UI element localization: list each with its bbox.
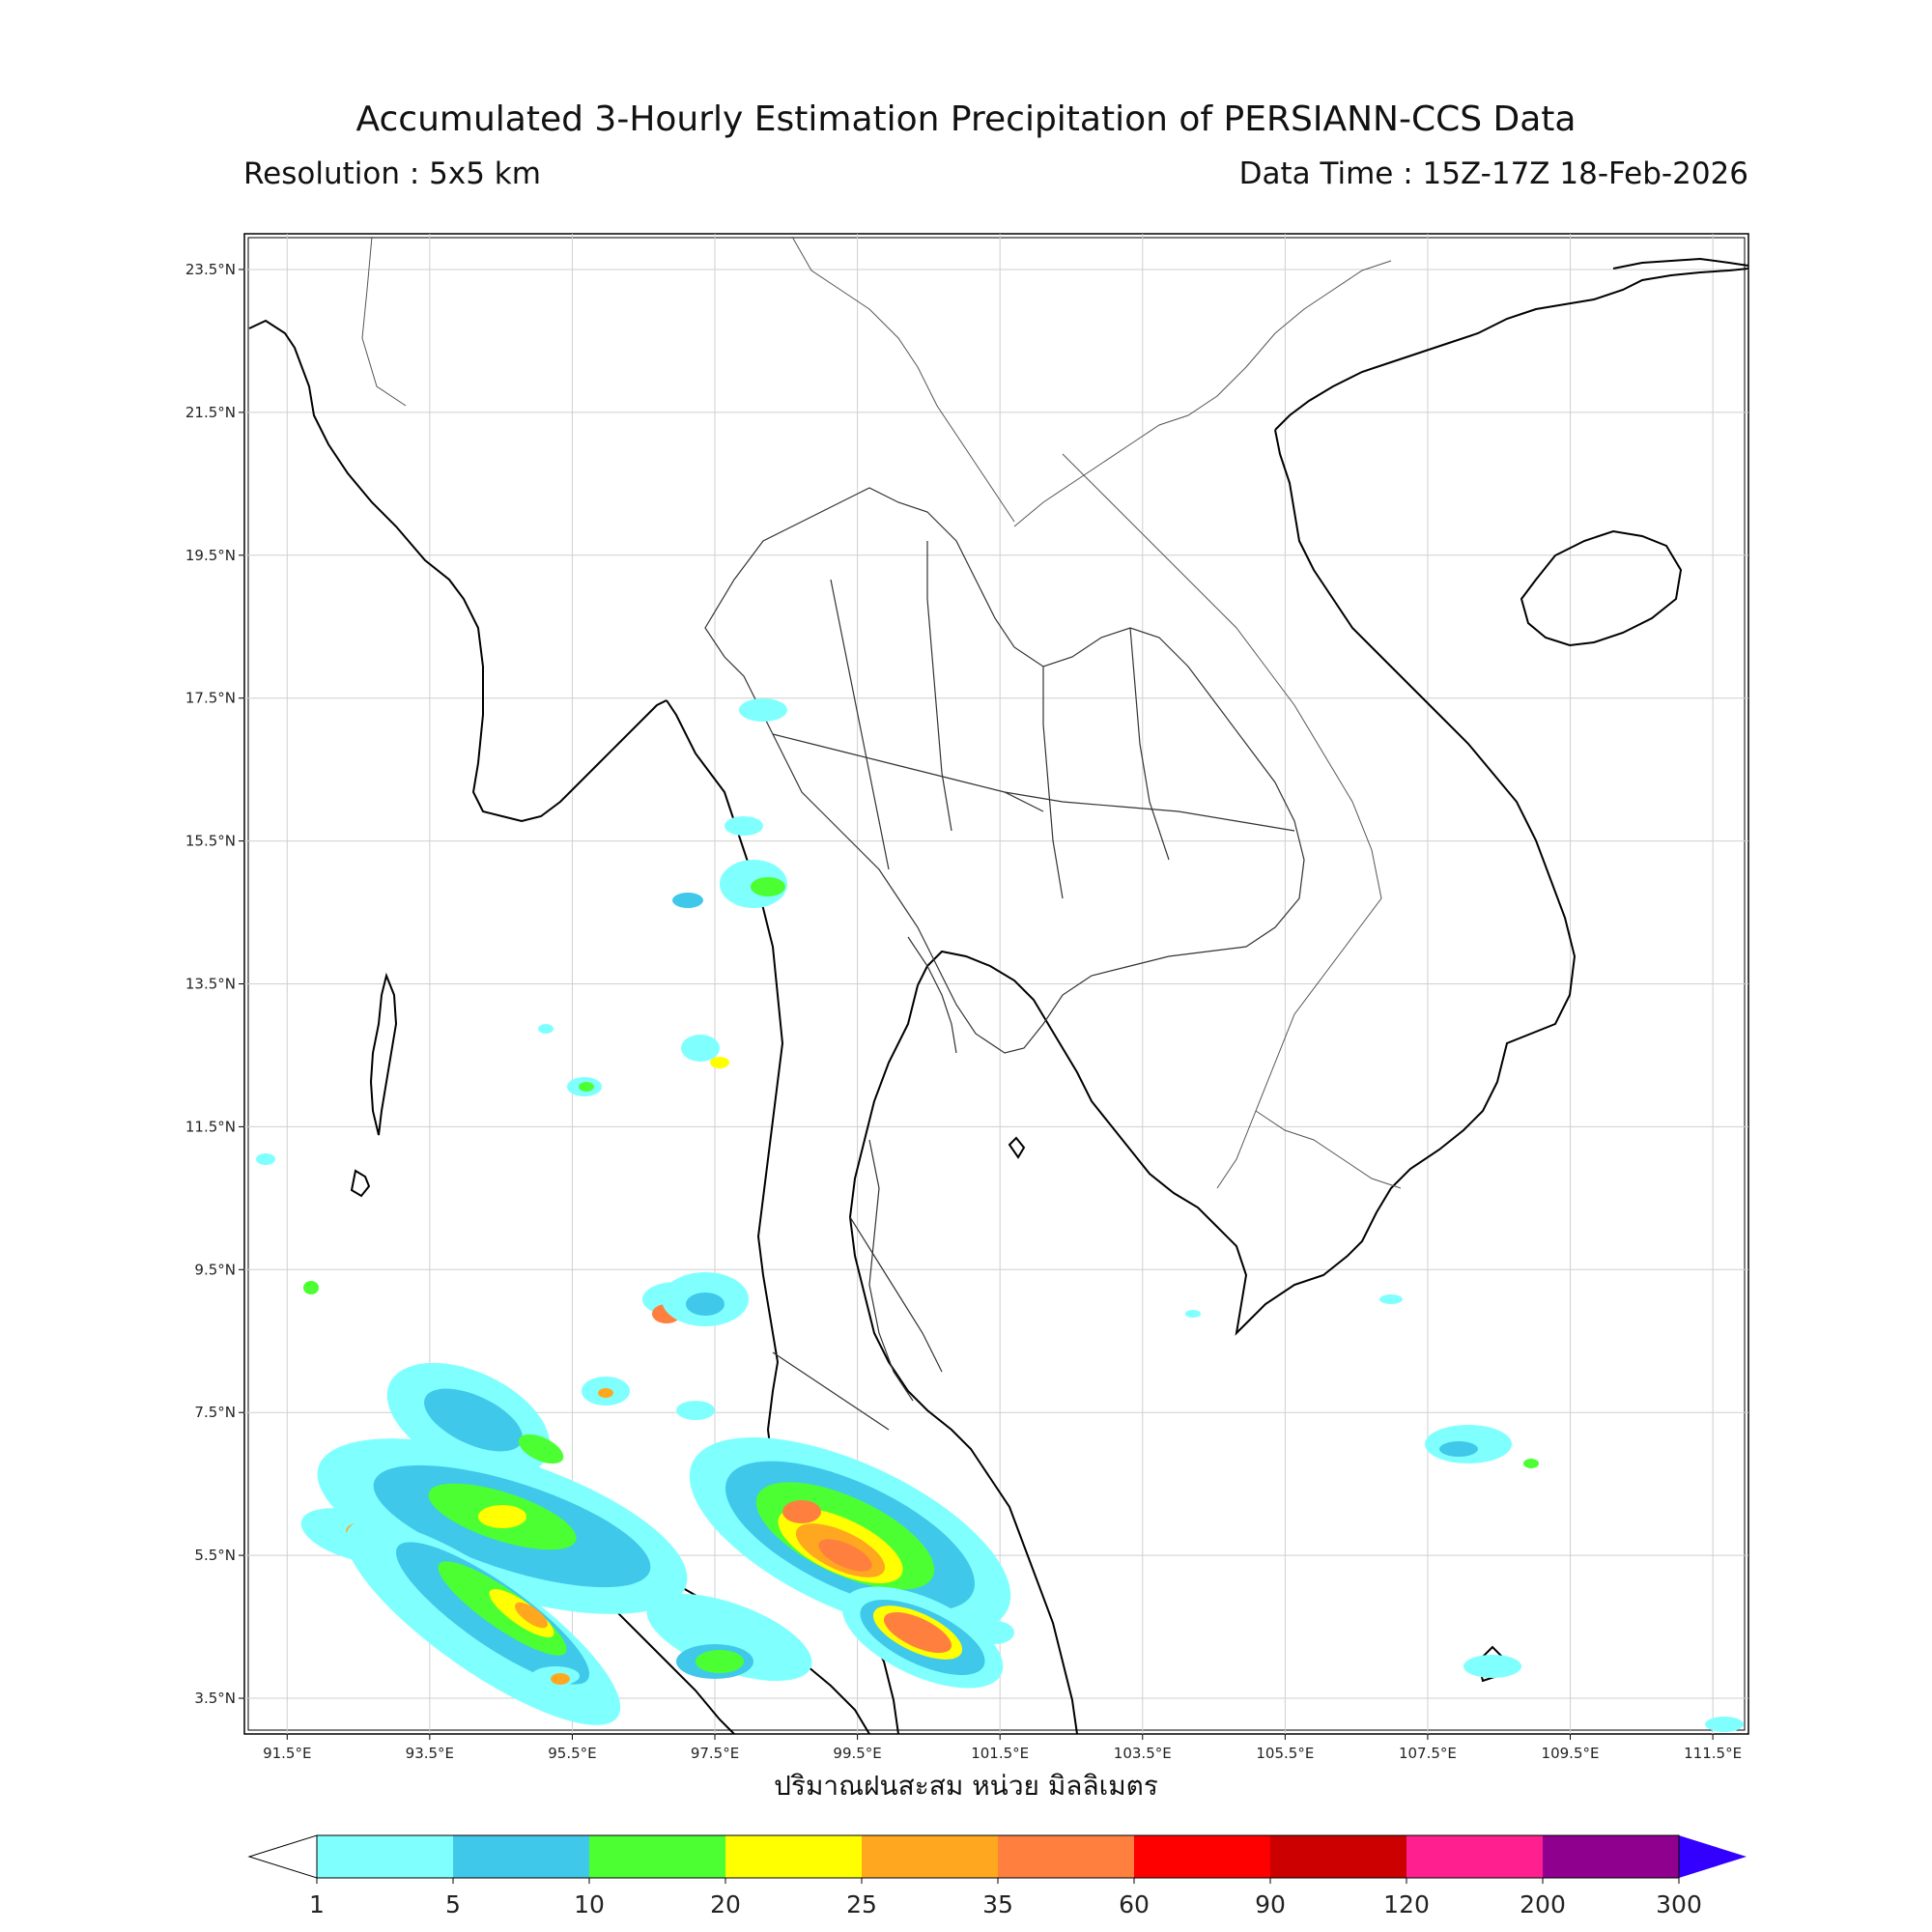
- colorbar-segment: [725, 1835, 863, 1878]
- lat-tick-label: 9.5°N: [194, 1261, 236, 1278]
- colorbar-under-arrow: [247, 1834, 318, 1879]
- colorbar: 1 5 10 20 25 35 60 90 120 200 300: [247, 1834, 1747, 1918]
- colorbar-level-label: 300: [1656, 1890, 1702, 1918]
- precipitation-areas: [256, 698, 1744, 1732]
- colorbar-segment: [998, 1835, 1135, 1878]
- colorbar-segment: [1270, 1835, 1407, 1878]
- lat-tick-label: 5.5°N: [194, 1547, 236, 1564]
- colorbar-segment: [589, 1835, 726, 1878]
- colorbar-level-label: 200: [1520, 1890, 1566, 1918]
- colorbar-segment: [453, 1835, 590, 1878]
- lat-tick-label: 11.5°N: [185, 1118, 236, 1135]
- longitude-ticks: 91.5°E 93.5°E 95.5°E 97.5°E 99.5°E 101.5°E 103…: [263, 1734, 1742, 1762]
- colorbar-level-label: 35: [982, 1890, 1013, 1918]
- lat-tick-label: 23.5°N: [185, 261, 236, 278]
- colorbar-level-label: 1: [309, 1890, 325, 1918]
- colorbar-level-label: 20: [710, 1890, 741, 1918]
- data-time-label: Data Time : 15Z-17Z 18-Feb-2026: [1238, 156, 1748, 191]
- latitude-ticks: 23.5°N 21.5°N 19.5°N 17.5°N 15.5°N 13.5°N 11.5…: [185, 261, 244, 1707]
- lon-tick-label: 101.5°E: [971, 1745, 1029, 1762]
- lon-tick-label: 103.5°E: [1114, 1745, 1172, 1762]
- colorbar-level-label: 5: [445, 1890, 461, 1918]
- lat-tick-label: 21.5°N: [185, 404, 236, 421]
- resolution-label: Resolution : 5x5 km: [243, 156, 541, 191]
- lon-tick-label: 107.5°E: [1399, 1745, 1457, 1762]
- lat-tick-label: 15.5°N: [185, 833, 236, 850]
- coastlines: [248, 257, 1748, 1734]
- country-borders: [361, 236, 1402, 1189]
- lon-tick-label: 93.5°E: [406, 1745, 454, 1762]
- lon-tick-label: 105.5°E: [1256, 1745, 1314, 1762]
- chart-title: Accumulated 3-Hourly Estimation Precipit…: [355, 99, 1577, 139]
- colorbar-level-label: 120: [1383, 1890, 1430, 1918]
- colorbar-level-label: 10: [574, 1890, 605, 1918]
- colorbar-level-label: 90: [1255, 1890, 1286, 1918]
- lon-tick-label: 99.5°E: [833, 1745, 881, 1762]
- colorbar-level-label: 60: [1119, 1890, 1150, 1918]
- lon-tick-label: 95.5°E: [548, 1745, 596, 1762]
- lon-tick-label: 109.5°E: [1542, 1745, 1600, 1762]
- lon-tick-label: 91.5°E: [263, 1745, 311, 1762]
- colorbar-segment: [1406, 1835, 1544, 1878]
- lat-tick-label: 13.5°N: [185, 976, 236, 993]
- province-boundaries: [704, 487, 1305, 1431]
- colorbar-title: ปริมาณฝนสะสม หน่วย มิลลิเมตร: [774, 1770, 1158, 1802]
- colorbar-segment: [1134, 1835, 1271, 1878]
- colorbar-level-label: 25: [846, 1890, 877, 1918]
- colorbar-over-arrow: [1679, 1835, 1747, 1878]
- lat-tick-label: 3.5°N: [194, 1690, 236, 1707]
- colorbar-segment: [862, 1835, 999, 1878]
- colorbar-segment: [1543, 1835, 1680, 1878]
- colorbar-segment: [317, 1835, 454, 1878]
- lat-tick-label: 17.5°N: [185, 690, 236, 707]
- lon-tick-label: 111.5°E: [1684, 1745, 1742, 1762]
- lat-tick-label: 19.5°N: [185, 547, 236, 564]
- lat-tick-label: 7.5°N: [194, 1404, 236, 1421]
- lon-tick-label: 97.5°E: [691, 1745, 739, 1762]
